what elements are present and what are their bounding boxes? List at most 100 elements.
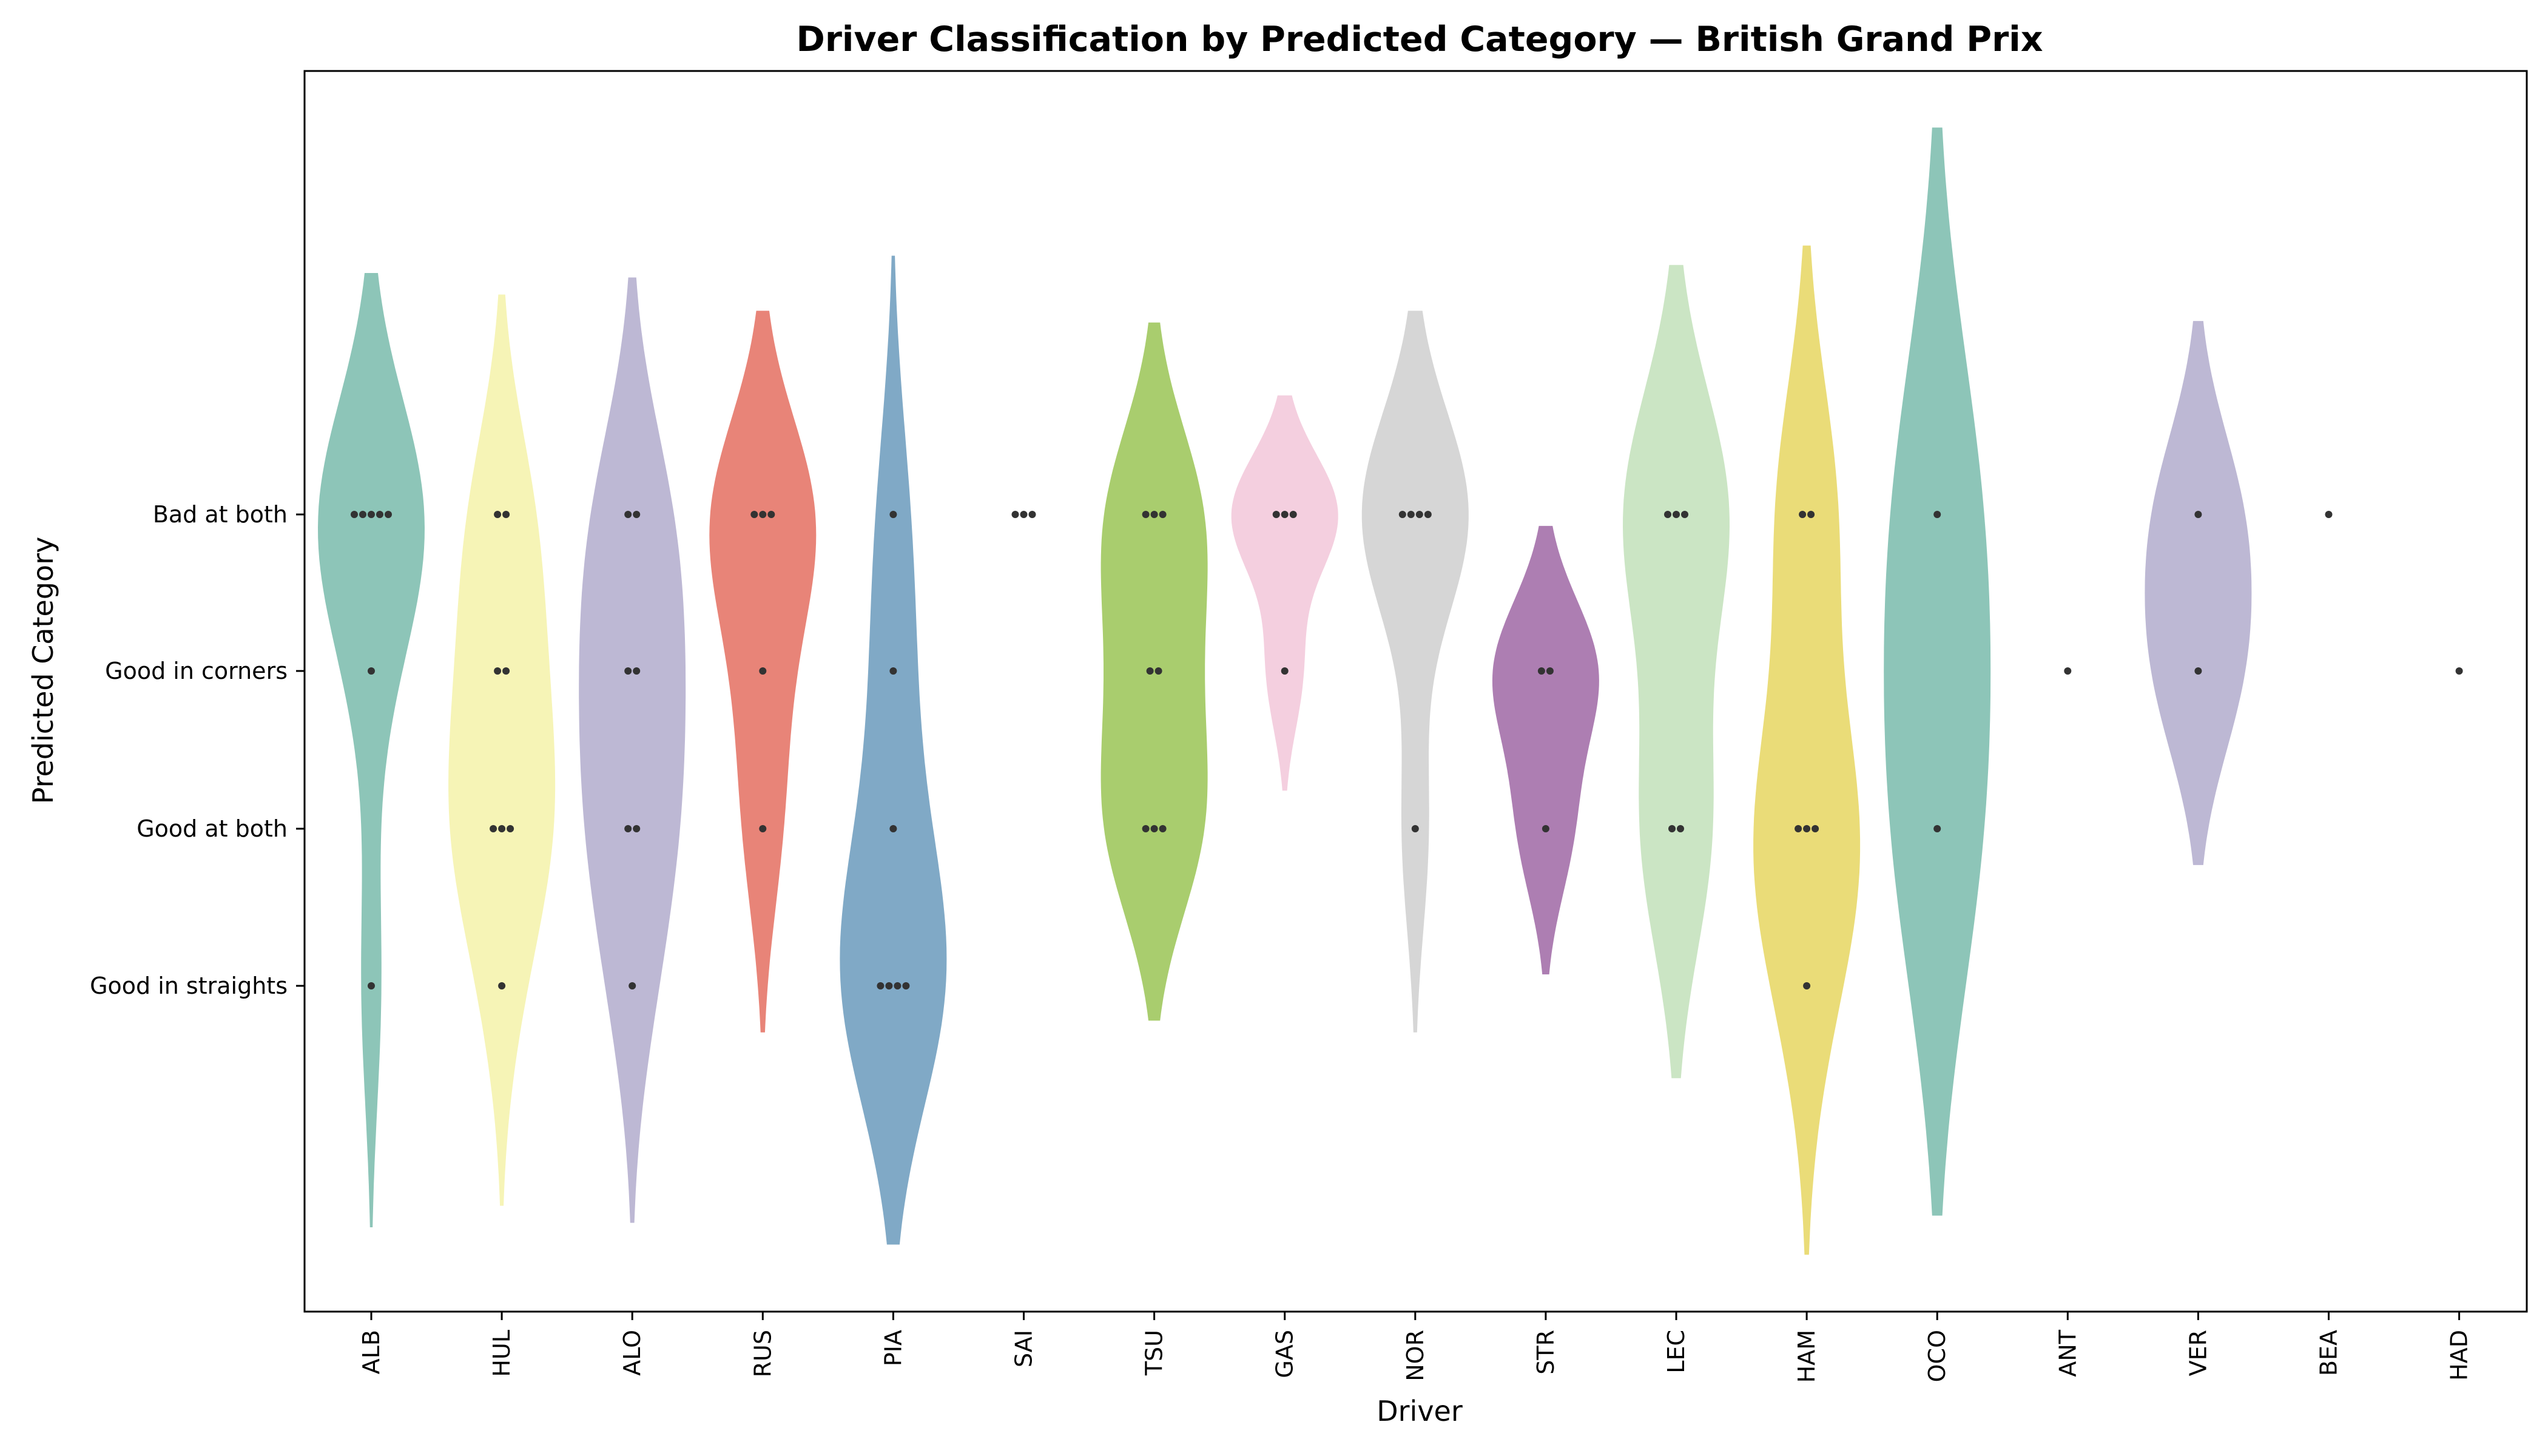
x-tick-label-nor: NOR — [1402, 1330, 1429, 1381]
point-pia-good-in-corners — [889, 667, 897, 675]
violin-nor — [1361, 311, 1469, 1033]
point-ham-good-in-straights — [1803, 982, 1811, 989]
point-ver-bad-at-both — [2194, 511, 2202, 518]
point-alo-good-at-both — [633, 825, 641, 832]
x-tick-label-alb: ALB — [358, 1330, 385, 1374]
point-hul-good-at-both — [490, 825, 497, 832]
y-tick-label-good-at-both: Good at both — [136, 815, 288, 842]
point-hul-good-in-corners — [494, 667, 502, 675]
point-rus-bad-at-both — [750, 511, 758, 518]
point-ant-good-in-corners — [2064, 667, 2072, 675]
point-nor-bad-at-both — [1424, 511, 1432, 518]
point-hul-good-in-straights — [498, 982, 506, 989]
x-tick-label-str: STR — [1532, 1330, 1559, 1375]
point-alb-good-in-corners — [368, 667, 375, 675]
x-axis-ticks: ALB HUL ALO RUS PIA SAI TSU GAS NOR STR LEC HAM OCO A… — [358, 1312, 2473, 1383]
point-oco-good-at-both — [1933, 825, 1941, 832]
point-rus-bad-at-both — [759, 511, 767, 518]
point-lec-bad-at-both — [1664, 511, 1671, 518]
point-alo-good-in-corners — [633, 667, 641, 675]
point-alo-bad-at-both — [624, 511, 632, 518]
point-lec-bad-at-both — [1681, 511, 1688, 518]
point-tsu-good-in-corners — [1154, 667, 1162, 675]
point-tsu-good-at-both — [1150, 825, 1158, 832]
point-alb-bad-at-both — [351, 511, 358, 518]
point-nor-bad-at-both — [1407, 511, 1415, 518]
violin-pia — [840, 255, 947, 1245]
point-str-good-in-corners — [1546, 667, 1554, 675]
point-str-good-at-both — [1542, 825, 1549, 832]
point-alb-bad-at-both — [368, 511, 375, 518]
point-tsu-bad-at-both — [1159, 511, 1167, 518]
x-tick-label-bea: BEA — [2316, 1330, 2342, 1376]
point-sai-bad-at-both — [1020, 511, 1028, 518]
point-rus-good-in-corners — [759, 667, 767, 675]
x-tick-label-ver: VER — [2185, 1330, 2211, 1376]
point-pia-good-at-both — [889, 825, 897, 832]
violin-lec — [1623, 265, 1730, 1079]
point-sai-bad-at-both — [1028, 511, 1036, 518]
violin-hul — [448, 294, 556, 1206]
violin-str — [1492, 525, 1599, 975]
y-axis-ticks: Good in straights Good at both Good in cor… — [90, 501, 305, 999]
violins-layer — [318, 127, 2252, 1255]
x-tick-label-lec: LEC — [1663, 1330, 1690, 1373]
x-tick-label-ham: HAM — [1793, 1330, 1820, 1383]
violin-ver — [2145, 321, 2252, 865]
point-lec-good-at-both — [1668, 825, 1676, 832]
point-gas-good-in-corners — [1281, 667, 1289, 675]
point-pia-good-in-straights — [885, 982, 893, 989]
point-ham-good-at-both — [1812, 825, 1819, 832]
point-nor-good-at-both — [1411, 825, 1419, 832]
point-lec-bad-at-both — [1673, 511, 1680, 518]
x-axis-label: Driver — [1377, 1395, 1463, 1427]
point-tsu-bad-at-both — [1150, 511, 1158, 518]
x-tick-label-pia: PIA — [880, 1330, 906, 1366]
x-tick-label-rus: RUS — [749, 1330, 776, 1377]
point-bea-bad-at-both — [2325, 511, 2333, 518]
point-gas-bad-at-both — [1289, 511, 1297, 518]
point-lec-good-at-both — [1677, 825, 1684, 832]
point-alo-good-in-corners — [624, 667, 632, 675]
point-nor-bad-at-both — [1415, 511, 1423, 518]
x-tick-label-alo: ALO — [619, 1330, 645, 1376]
point-sai-bad-at-both — [1011, 511, 1019, 518]
point-had-good-in-corners — [2455, 667, 2463, 675]
violin-oco — [1884, 127, 1991, 1216]
y-axis-label: Predicted Category — [27, 537, 59, 804]
point-ham-good-at-both — [1795, 825, 1802, 832]
point-tsu-good-at-both — [1159, 825, 1167, 832]
violin-gas — [1231, 395, 1338, 791]
point-pia-good-in-straights — [894, 982, 902, 989]
point-rus-bad-at-both — [767, 511, 775, 518]
point-gas-bad-at-both — [1281, 511, 1289, 518]
point-tsu-bad-at-both — [1142, 511, 1150, 518]
point-hul-good-in-corners — [502, 667, 510, 675]
point-tsu-good-at-both — [1142, 825, 1150, 832]
y-tick-label-good-in-corners: Good in corners — [105, 658, 288, 684]
point-ver-good-in-corners — [2194, 667, 2202, 675]
point-pia-good-in-straights — [902, 982, 910, 989]
x-tick-label-gas: GAS — [1272, 1330, 1298, 1378]
x-tick-label-sai: SAI — [1011, 1330, 1037, 1367]
point-str-good-in-corners — [1537, 667, 1545, 675]
y-tick-label-bad-at-both: Bad at both — [153, 501, 288, 528]
point-hul-good-at-both — [507, 825, 514, 832]
point-alb-bad-at-both — [359, 511, 366, 518]
point-ham-bad-at-both — [1807, 511, 1815, 518]
y-tick-label-good-in-straights: Good in straights — [90, 972, 288, 999]
violin-tsu — [1100, 322, 1208, 1021]
point-alb-good-in-straights — [368, 982, 375, 989]
x-tick-label-ant: ANT — [2054, 1329, 2081, 1377]
point-alb-bad-at-both — [385, 511, 392, 518]
point-pia-good-in-straights — [877, 982, 885, 989]
chart-title: Driver Classification by Predicted Categ… — [797, 19, 2043, 59]
point-ham-good-at-both — [1803, 825, 1811, 832]
x-tick-label-hul: HUL — [488, 1330, 515, 1377]
violin-alo — [579, 277, 686, 1223]
point-rus-good-at-both — [759, 825, 767, 832]
point-hul-good-at-both — [498, 825, 506, 832]
point-hul-bad-at-both — [502, 511, 510, 518]
point-tsu-good-in-corners — [1146, 667, 1154, 675]
point-gas-bad-at-both — [1272, 511, 1280, 518]
